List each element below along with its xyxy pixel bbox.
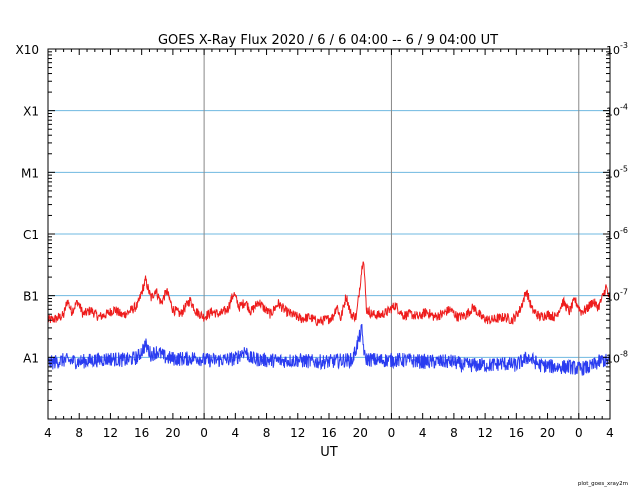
series-line-0 xyxy=(47,261,611,327)
x-tick-label-2: 12 xyxy=(103,426,118,440)
y-right-label-2: 10-5 xyxy=(606,164,628,180)
x-tick-label-8: 12 xyxy=(290,426,305,440)
y-left-label-5: A1 xyxy=(23,351,39,365)
x-tick-label-0: 4 xyxy=(44,426,52,440)
y-left-label-3: C1 xyxy=(23,228,39,242)
x-tick-label-14: 12 xyxy=(477,426,492,440)
y-left-label-2: M1 xyxy=(21,166,39,180)
x-tick-label-16: 20 xyxy=(540,426,555,440)
series-line-1 xyxy=(47,324,611,376)
footer-note: plot_goes_xray2m xyxy=(578,481,628,487)
chart-title: GOES X-Ray Flux 2020 / 6 / 6 04:00 -- 6 … xyxy=(158,33,498,48)
y-left-label-1: X1 xyxy=(23,105,39,119)
x-tick-label-3: 16 xyxy=(134,426,149,440)
series-layer xyxy=(47,261,611,376)
x-tick-label-5: 0 xyxy=(200,426,208,440)
x-tick-label-9: 16 xyxy=(321,426,336,440)
y-right-label-3: 10-6 xyxy=(606,226,628,242)
y-right-label-4: 10-7 xyxy=(606,288,628,304)
y-left-label-4: B1 xyxy=(23,290,39,304)
x-tick-label-18: 4 xyxy=(606,426,614,440)
y-left-label-0: X10 xyxy=(16,43,40,57)
x-tick-label-12: 4 xyxy=(419,426,427,440)
x-tick-label-17: 0 xyxy=(575,426,583,440)
x-tick-label-15: 16 xyxy=(509,426,524,440)
x-tick-label-6: 4 xyxy=(232,426,240,440)
y-right-label-1: 10-4 xyxy=(606,103,628,119)
x-tick-label-10: 20 xyxy=(353,426,368,440)
x-axis-title: UT xyxy=(320,445,338,460)
x-tick-label-13: 8 xyxy=(450,426,458,440)
x-tick-label-1: 8 xyxy=(75,426,83,440)
x-tick-label-4: 20 xyxy=(165,426,180,440)
x-tick-label-7: 8 xyxy=(263,426,271,440)
y-right-label-5: 10-8 xyxy=(606,349,628,365)
x-tick-label-11: 0 xyxy=(388,426,396,440)
